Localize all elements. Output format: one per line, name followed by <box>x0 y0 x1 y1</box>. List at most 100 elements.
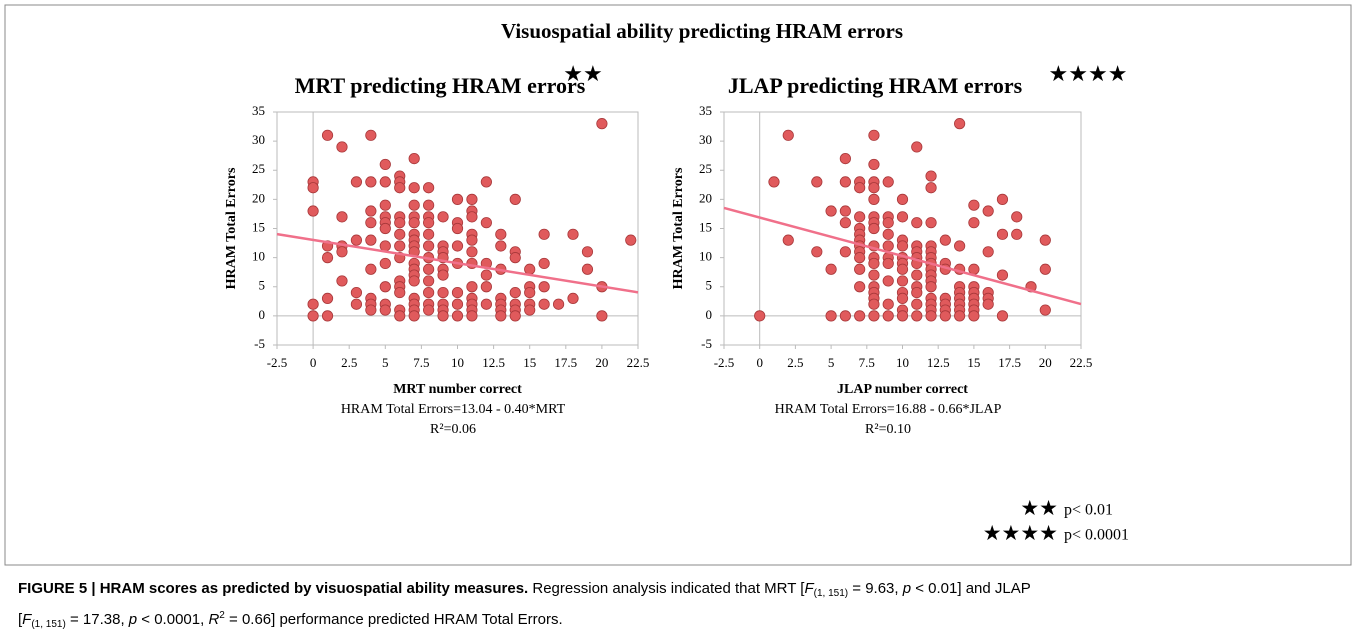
data-point <box>581 263 594 275</box>
x-tick-label: 20 <box>1039 355 1052 370</box>
data-point <box>954 118 966 130</box>
data-point <box>350 286 363 299</box>
caption-text: = 17.38, <box>65 611 129 628</box>
data-point <box>968 310 980 322</box>
data-point <box>968 199 980 211</box>
data-point <box>437 286 449 299</box>
caption-text: F <box>22 611 32 628</box>
figure-title: Visuospatial ability predicting HRAM err… <box>501 19 903 43</box>
data-point <box>423 182 435 194</box>
data-point <box>321 129 334 141</box>
legend-text: p< 0.01 <box>1064 502 1113 519</box>
y-axis-label: HRAM Total Errors <box>671 167 686 289</box>
x-tick-label: 2.5 <box>787 355 803 370</box>
data-point <box>394 217 406 229</box>
data-point <box>307 182 319 194</box>
data-point <box>825 263 837 275</box>
data-point <box>868 257 880 270</box>
data-point <box>625 234 637 246</box>
data-point <box>882 310 894 322</box>
x-tick-label: -2.5 <box>714 355 735 370</box>
data-point <box>321 252 334 264</box>
data-point <box>495 310 507 322</box>
figure-frame <box>4 4 1352 566</box>
data-point <box>1039 263 1051 275</box>
caption-text: 2 <box>219 610 225 621</box>
r-squared: R²=0.06 <box>430 422 476 437</box>
data-point <box>480 269 492 281</box>
data-point <box>524 263 536 275</box>
data-point <box>423 263 435 275</box>
data-point <box>868 158 880 171</box>
y-tick-label: 30 <box>699 132 712 147</box>
trendline <box>723 206 1082 306</box>
data-point <box>451 298 464 310</box>
data-point <box>365 205 377 217</box>
data-point <box>365 263 377 275</box>
data-point <box>567 292 579 304</box>
data-point <box>854 182 866 194</box>
data-point <box>495 240 507 252</box>
x-tick-label: 7.5 <box>859 355 875 370</box>
regression-equation: HRAM Total Errors=13.04 - 0.40*MRT <box>341 402 566 417</box>
legend-stars: ★★ <box>1020 496 1058 520</box>
data-point <box>911 286 923 299</box>
data-point <box>350 298 363 310</box>
data-point <box>408 217 420 229</box>
data-point <box>825 205 837 217</box>
data-point <box>982 246 994 258</box>
data-point <box>882 217 894 229</box>
x-tick-label: 22.5 <box>1070 355 1093 370</box>
data-point <box>423 217 435 229</box>
data-point <box>925 182 937 194</box>
data-point <box>882 275 894 287</box>
figure: Visuospatial ability predicting HRAM err… <box>4 4 1352 566</box>
data-point <box>336 141 348 153</box>
data-point <box>839 217 851 229</box>
data-point <box>466 211 478 223</box>
data-point <box>954 310 966 322</box>
data-point <box>854 281 866 293</box>
data-point <box>408 199 420 211</box>
data-point <box>365 176 377 188</box>
data-point <box>925 281 937 293</box>
r-squared: R²=0.10 <box>865 422 911 437</box>
data-point <box>839 205 851 217</box>
data-point <box>394 182 406 194</box>
data-point <box>451 240 464 252</box>
x-tick-label: 0 <box>756 355 763 370</box>
trendline <box>276 232 639 294</box>
data-point <box>408 153 420 165</box>
data-point <box>538 228 550 240</box>
caption-text: [ <box>18 611 23 628</box>
data-point <box>1039 304 1051 316</box>
data-point <box>466 234 478 246</box>
x-tick-label: 2.5 <box>341 355 357 370</box>
data-point <box>336 275 348 287</box>
data-point <box>754 310 766 322</box>
data-point <box>854 211 866 223</box>
data-point <box>509 310 521 322</box>
data-point <box>379 281 391 293</box>
data-point <box>423 199 435 211</box>
caption-line: [F(1, 151) = 17.38, p < 0.0001, R2 = 0.6… <box>18 605 1031 636</box>
x-tick-label: 15 <box>523 355 536 370</box>
data-point <box>954 240 966 252</box>
data-point <box>408 275 420 287</box>
data-point <box>1011 211 1023 223</box>
legend-stars: ★★★★ <box>983 521 1058 545</box>
data-point <box>1011 228 1023 240</box>
data-point <box>466 310 478 322</box>
data-point <box>307 310 319 322</box>
data-point <box>896 292 909 304</box>
y-tick-label: 20 <box>699 190 712 205</box>
x-axis-label: MRT number correct <box>393 382 522 397</box>
data-point <box>451 222 464 235</box>
x-tick-label: 5 <box>382 355 389 370</box>
data-point <box>379 222 391 235</box>
y-tick-label: 0 <box>259 307 266 322</box>
data-point <box>321 292 334 304</box>
data-point <box>451 286 464 299</box>
data-point <box>394 228 406 240</box>
data-point <box>379 240 391 252</box>
